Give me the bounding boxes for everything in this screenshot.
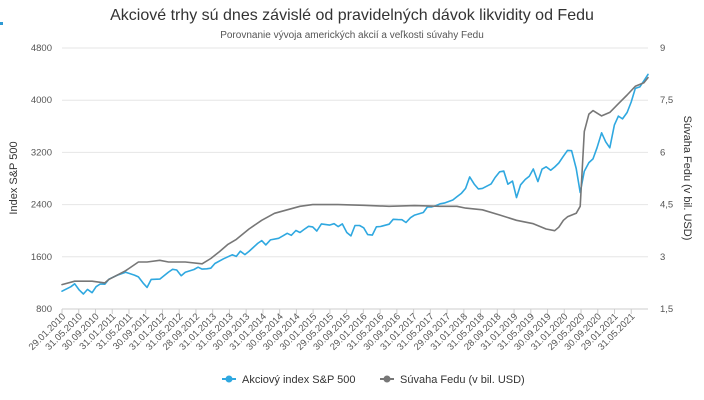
y-right-tick-label: 1,5: [660, 304, 673, 315]
series-lines[interactable]: [61, 73, 649, 295]
y-left-tick-label: 4000: [31, 95, 52, 106]
series-line-2[interactable]: [61, 76, 649, 286]
y-right-tick-label: 6: [660, 147, 665, 158]
y-right-axis-title: Súvaha Fedu (v bil. USD): [681, 116, 693, 241]
y-left-tick-label: 1600: [31, 252, 52, 263]
corner-accent: [0, 22, 3, 25]
legend-item-label[interactable]: Akciový index S&P 500: [242, 374, 356, 386]
y-left-tick-label: 3200: [31, 147, 52, 158]
legend-item-label[interactable]: Súvaha Fedu (v bil. USD): [400, 374, 525, 386]
y-left-tick-label: 4800: [31, 43, 52, 54]
y-right-tick-label: 7,5: [660, 95, 673, 106]
series-line-1[interactable]: [61, 73, 649, 295]
y-right-tick-label: 9: [660, 43, 665, 54]
legend-symbol-marker: [383, 375, 391, 383]
grid: [62, 47, 648, 310]
chart-subtitle: Porovnanie vývoja amerických akcií a veľ…: [220, 30, 484, 41]
legend-symbol-marker: [225, 375, 233, 383]
y-left-axis-title: Index S&P 500: [8, 141, 20, 214]
legend[interactable]: Akciový index S&P 500 Súvaha Fedu (v bil.…: [222, 374, 525, 386]
chart-title: Akciové trhy sú dnes závislé od pravidel…: [110, 7, 594, 24]
y-left-tick-label: 800: [36, 304, 52, 315]
y-right-tick-label: 3: [660, 252, 665, 263]
y-left-tick-label: 2400: [31, 200, 52, 211]
y-right-tick-label: 4,5: [660, 200, 673, 211]
